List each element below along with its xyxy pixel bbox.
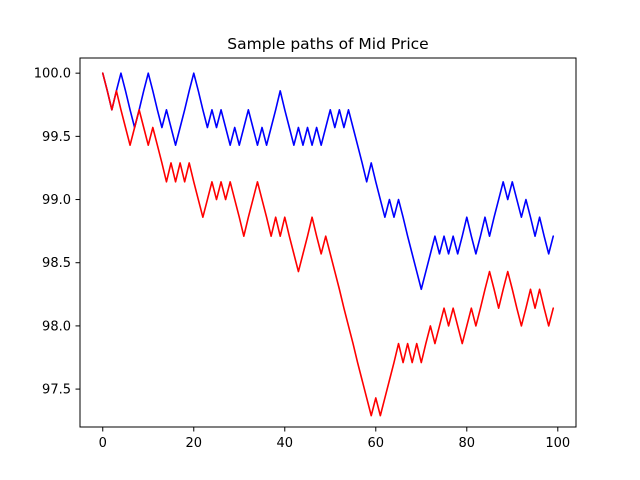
y-tick-label: 100.0 — [34, 67, 71, 82]
y-tick-label: 99.5 — [42, 130, 71, 145]
x-tick-label: 80 — [459, 436, 476, 451]
y-tick-label: 97.5 — [42, 383, 71, 398]
axes-frame — [79, 57, 577, 428]
y-tick-label: 99.0 — [42, 193, 71, 208]
series-line-2 — [101, 72, 555, 417]
chart-title: Sample paths of Mid Price — [227, 35, 428, 53]
y-tick-label: 98.5 — [42, 256, 71, 271]
x-tick-label: 20 — [185, 436, 202, 451]
x-tick-label: 100 — [545, 436, 570, 451]
x-tick-label: 40 — [276, 436, 293, 451]
series-layer — [101, 72, 555, 417]
y-tick-label: 98.0 — [42, 319, 71, 334]
x-tick-label: 0 — [99, 436, 107, 451]
y-axis: 97.5 98.0 98.5 99.0 99.5 100.0 — [34, 67, 80, 398]
x-tick-label: 60 — [368, 436, 385, 451]
x-axis: 0 20 40 60 80 100 — [99, 427, 570, 451]
series-line-1 — [101, 72, 555, 291]
